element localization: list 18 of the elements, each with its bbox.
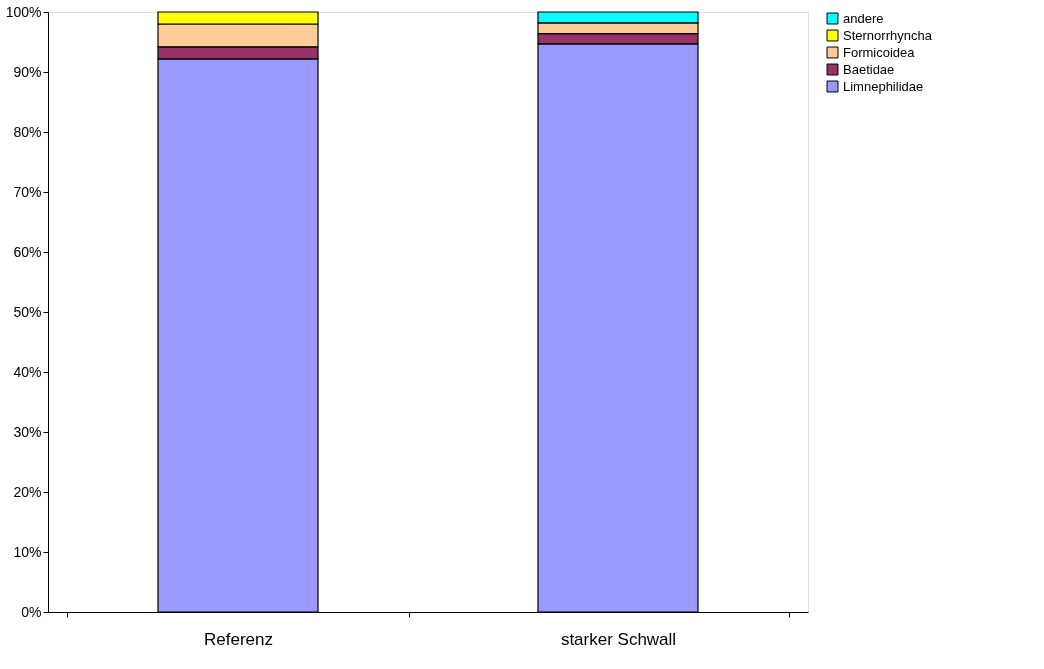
y-tick-label: 10% (13, 543, 42, 560)
y-tick-label: 30% (13, 423, 42, 440)
y-tick-label: 80% (13, 123, 42, 140)
x-tick-label: Referenz (204, 629, 273, 649)
legend-label: andere (843, 10, 884, 26)
y-tick-label: 60% (13, 243, 42, 260)
y-tick-label: 100% (5, 3, 42, 20)
y-tick-label: 0% (21, 603, 42, 620)
y-tick-label: 70% (13, 183, 42, 200)
legend-label: Baetidae (843, 61, 895, 77)
y-tick-label: 20% (13, 483, 42, 500)
legend-label: Formicoidea (843, 44, 916, 60)
y-tick-label: 50% (13, 303, 42, 320)
legend-label: Sternorrhyncha (843, 27, 933, 43)
legend-label: Limnephilidae (843, 78, 924, 94)
y-tick-label: 40% (13, 363, 42, 380)
x-tick-label: starker Schwall (560, 629, 677, 649)
y-tick-label: 90% (13, 63, 42, 80)
